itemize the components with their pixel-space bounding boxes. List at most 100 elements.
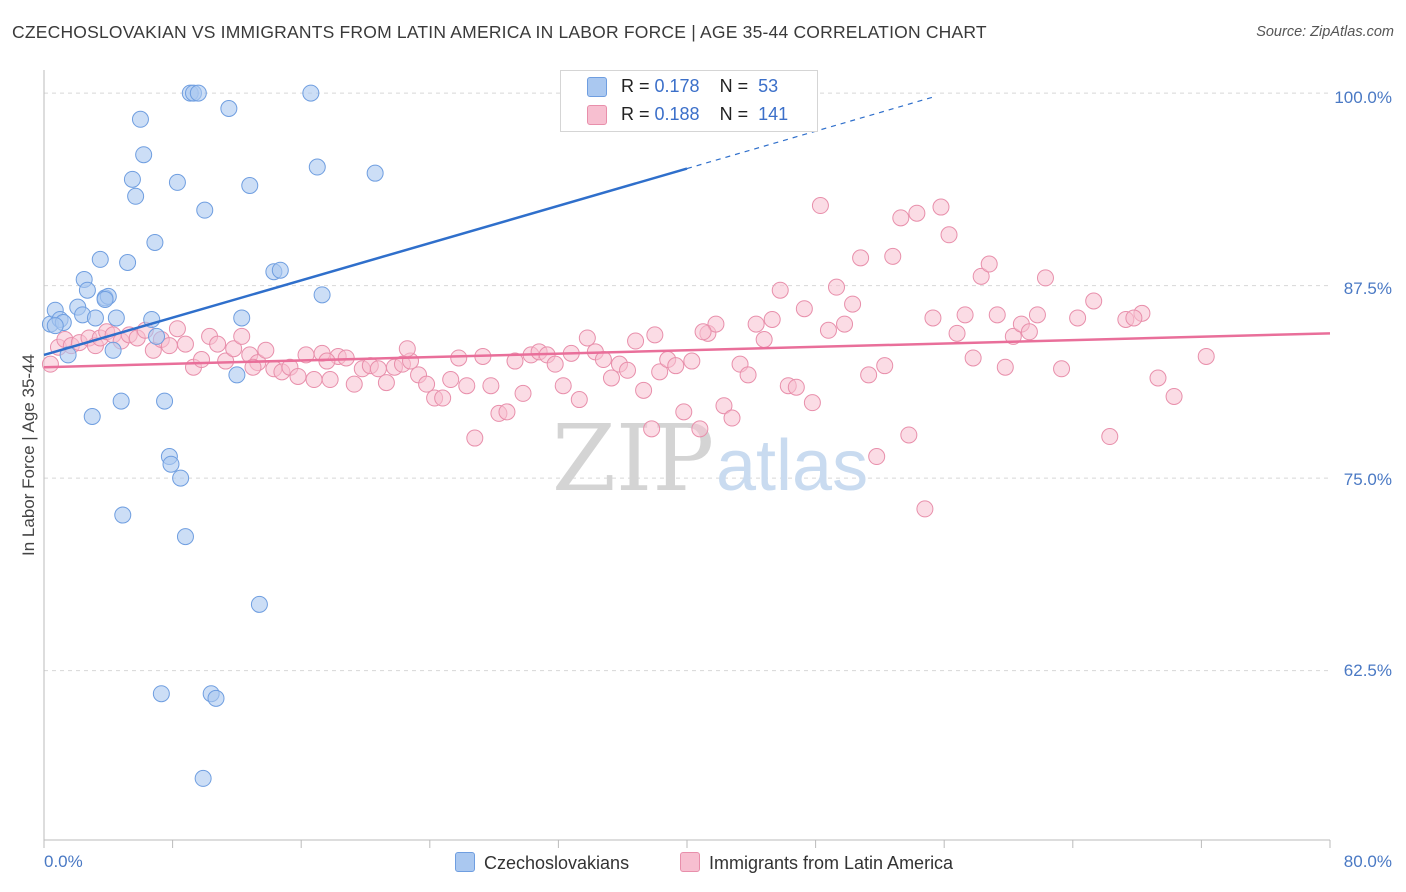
data-point-latin-america: [289, 367, 307, 385]
data-point-latin-america: [940, 226, 958, 244]
data-point-latin-america: [627, 332, 645, 350]
data-point-czechoslovakians: [220, 100, 238, 117]
data-point-latin-america: [667, 357, 685, 375]
data-point-czechoslovakians: [152, 685, 170, 703]
y-axis-label: In Labor Force | Age 35-44: [19, 354, 38, 556]
data-point-latin-america: [819, 321, 837, 339]
data-point-latin-america: [860, 366, 878, 384]
data-point-latin-america: [932, 198, 950, 216]
data-point-latin-america: [868, 448, 886, 466]
series-czechoslovakians-points: [41, 84, 384, 787]
data-point-czechoslovakians: [131, 110, 149, 128]
data-point-latin-america: [244, 358, 262, 376]
data-point-latin-america: [1020, 323, 1038, 341]
data-point-czechoslovakians: [104, 341, 122, 359]
data-point-latin-america: [803, 394, 821, 412]
data-point-latin-america: [466, 429, 484, 447]
legend-label: Immigrants from Latin America: [709, 853, 954, 873]
data-point-latin-america: [956, 306, 974, 324]
data-point-czechoslovakians: [176, 528, 194, 546]
data-point-latin-america: [434, 389, 452, 407]
data-point-latin-america: [811, 197, 829, 215]
data-point-czechoslovakians: [78, 281, 96, 299]
n-label: N =: [719, 104, 754, 124]
data-point-latin-america: [884, 247, 902, 265]
y-tick-label: 62.5%: [1343, 661, 1392, 680]
data-point-latin-america: [1085, 292, 1103, 310]
data-point-czechoslovakians: [308, 158, 326, 176]
data-point-latin-america: [1165, 387, 1183, 405]
data-point-latin-america: [506, 352, 524, 370]
data-point-czechoslovakians: [302, 84, 320, 102]
data-point-czechoslovakians: [194, 769, 212, 787]
data-point-czechoslovakians: [46, 317, 64, 335]
data-point-latin-america: [450, 349, 468, 367]
data-point-latin-america: [675, 403, 693, 421]
data-point-latin-america: [827, 278, 845, 296]
data-point-czechoslovakians: [96, 290, 114, 308]
data-point-czechoslovakians: [189, 84, 207, 102]
data-point-latin-america: [651, 363, 669, 381]
data-point-latin-america: [707, 315, 725, 333]
data-point-latin-america: [694, 323, 712, 341]
legend-label: Czechoslovakians: [484, 853, 630, 873]
data-point-latin-america: [988, 306, 1006, 324]
data-point-latin-america: [377, 374, 395, 392]
watermark-zip: ZIP: [552, 405, 714, 512]
x-tick-label-max: 80.0%: [1343, 852, 1392, 871]
legend-item-czechoslovakians: Czechoslovakians: [455, 852, 629, 874]
data-point-latin-america: [646, 326, 664, 344]
data-point-latin-america: [345, 375, 363, 393]
data-point-latin-america: [980, 255, 998, 273]
data-point-latin-america: [398, 340, 416, 358]
data-point-latin-america: [514, 384, 532, 402]
n-value: 141: [758, 104, 789, 124]
data-point-latin-america: [305, 371, 323, 389]
n-label: N =: [719, 76, 754, 96]
data-point-latin-america: [844, 295, 862, 313]
data-point-latin-america: [787, 378, 805, 396]
data-point-czechoslovakians: [168, 173, 186, 191]
r-value: 0.188: [654, 104, 700, 124]
trend-line-latin-america: [43, 332, 1331, 369]
data-point-latin-america: [715, 397, 733, 415]
data-point-latin-america: [225, 340, 243, 358]
legend-swatch-blue: [587, 77, 607, 97]
data-point-czechoslovakians: [271, 261, 289, 279]
data-point-latin-america: [1053, 360, 1071, 378]
r-label: R =: [621, 76, 655, 96]
data-point-latin-america: [1069, 309, 1087, 327]
data-point-czechoslovakians: [228, 366, 246, 384]
data-point-latin-america: [900, 426, 918, 444]
y-tick-label: 87.5%: [1343, 279, 1392, 298]
data-point-latin-america: [554, 377, 572, 395]
trend-lines: [43, 95, 1331, 369]
data-point-latin-america: [442, 371, 460, 389]
trend-line-czechoslovakians: [43, 167, 688, 357]
watermark-atlas: atlas: [716, 426, 868, 506]
data-point-czechoslovakians: [313, 286, 331, 304]
data-point-czechoslovakians: [91, 250, 109, 268]
data-point-czechoslovakians: [112, 392, 130, 410]
r-label: R =: [621, 104, 655, 124]
data-point-czechoslovakians: [123, 170, 141, 188]
data-point-latin-america: [257, 341, 275, 359]
data-point-czechoslovakians: [172, 469, 190, 487]
legend-swatch-pink: [587, 105, 607, 125]
y-tick-label: 100.0%: [1334, 88, 1392, 107]
data-point-czechoslovakians: [196, 201, 214, 219]
data-point-czechoslovakians: [127, 187, 145, 205]
legend-item-latin-america: Immigrants from Latin America: [680, 852, 953, 874]
data-point-czechoslovakians: [207, 689, 225, 707]
data-point-latin-america: [233, 327, 251, 345]
legend-swatch-blue: [455, 852, 475, 872]
data-point-latin-america: [643, 420, 661, 438]
data-point-latin-america: [369, 360, 387, 378]
data-point-latin-america: [168, 320, 186, 338]
source-label: Source: ZipAtlas.com: [1256, 24, 1394, 40]
data-point-latin-america: [763, 310, 781, 328]
data-point-czechoslovakians: [162, 455, 180, 473]
data-point-latin-america: [176, 335, 194, 353]
data-point-latin-america: [964, 349, 982, 367]
data-point-latin-america: [771, 281, 789, 299]
